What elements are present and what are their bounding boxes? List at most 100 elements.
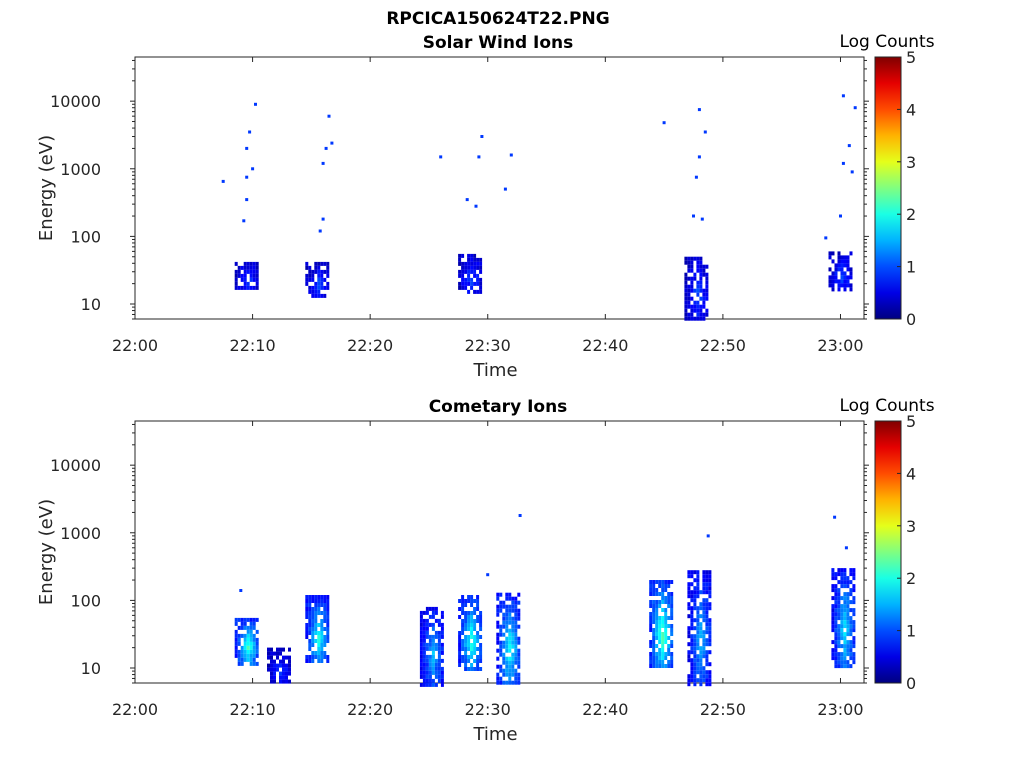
panel-2-cell (270, 647, 273, 652)
panel-1-cell (479, 281, 483, 286)
panel-1-cell (243, 269, 247, 274)
panel-2-cell (458, 607, 462, 611)
panel-2-cell (852, 568, 856, 573)
panel-2-cell (652, 648, 656, 652)
panel-2-cell (458, 599, 462, 603)
panel-2-cell (690, 662, 694, 667)
panel-2-cell (652, 656, 656, 660)
panel-1-cell (687, 268, 691, 273)
panel-2-cell (508, 604, 512, 609)
panel-1-cell (687, 284, 691, 289)
panel-2-cell (514, 616, 518, 621)
panel-1-cell (696, 308, 700, 313)
panel-1-cell (843, 275, 847, 280)
panel-1-cell (690, 296, 694, 301)
panel-2-cell (505, 660, 509, 665)
panel-1-cell (252, 269, 256, 274)
panel-2-cell (464, 639, 468, 643)
panel-2-cell (696, 578, 700, 583)
panel-1-cell (320, 293, 324, 298)
panel-2-colorbar-tick-label: 1 (906, 622, 916, 641)
panel-2-cell (237, 637, 241, 642)
panel-2-cell (502, 632, 506, 637)
panel-2-cell (434, 642, 438, 647)
panel-2-cell (461, 659, 465, 663)
panel-2-cell (434, 674, 438, 679)
panel-2-cell (237, 617, 241, 622)
panel-2-cell (834, 608, 838, 613)
panel-2-cell (840, 572, 844, 577)
figure-title: RPCICA150624T22.PNG (386, 9, 609, 29)
panel-2-cell (649, 664, 653, 668)
panel-1-cell (699, 284, 703, 289)
panel-2-cell (508, 664, 512, 669)
panel-2-cell (431, 650, 435, 655)
panel-2-cell (434, 670, 438, 675)
panel-1-cell (458, 257, 462, 262)
panel-1-cell (837, 255, 841, 260)
panel-2-cell (834, 640, 838, 645)
panel-2-cell (437, 654, 441, 659)
panel-2-cell (837, 604, 841, 609)
panel-1-x-tick-label: 22:40 (582, 336, 628, 355)
panel-2-cell (314, 607, 318, 611)
panel-2-cell (696, 606, 700, 611)
panel-2-cell (658, 632, 662, 636)
panel-1-cell (696, 256, 700, 261)
panel-2-cell (246, 641, 250, 646)
panel-2-cell (696, 618, 700, 623)
panel-2-cell (655, 592, 659, 596)
panel-2-cell (505, 644, 509, 649)
panel-2-cell (314, 619, 318, 623)
panel-1-cell (705, 296, 709, 301)
panel-2-cell (476, 659, 480, 663)
panel-2-cell (249, 629, 253, 634)
panel-1-cell (702, 300, 706, 305)
panel-1-point (509, 153, 513, 157)
panel-1-cell (467, 289, 471, 294)
panel-2-cell (473, 635, 477, 639)
panel-1-cell (467, 257, 471, 262)
panel-1-cell (834, 263, 838, 268)
panel-2-cell (434, 658, 438, 663)
panel-1-cell (320, 281, 324, 286)
panel-1-cell (696, 288, 700, 293)
panel-2-cell (502, 644, 506, 649)
panel-2-cell (658, 652, 662, 656)
panel-2-cell (670, 656, 674, 660)
panel-2-cell (273, 675, 276, 680)
panel-2-cell (476, 619, 480, 623)
panel-1-cell (684, 292, 688, 297)
panel-2-cell (308, 639, 312, 643)
panel-1: Solar Wind Ions 22:00 22:10 22:20 22:30 22:40… (36, 32, 935, 381)
panel-2-cell (255, 637, 259, 642)
panel-2-cell (705, 582, 709, 587)
panel-2-cell (690, 658, 694, 663)
panel-1-cell (687, 288, 691, 293)
panel-1-cell (246, 285, 250, 290)
panel-2-cell (840, 656, 844, 661)
panel-2-cell (422, 658, 426, 663)
panel-2-cell (661, 640, 665, 644)
panel-1-cell (476, 277, 480, 282)
panel-2-cell (514, 604, 518, 609)
panel-1-cell (234, 269, 238, 274)
panel-2-cell (661, 652, 665, 656)
panel-2-x-axis-label: Time (472, 724, 517, 745)
panel-1-colorbar-tick-label: 0 (906, 310, 916, 329)
panel-2-cell (514, 600, 518, 605)
panel-2-cell (843, 664, 847, 669)
panel-1-cell (326, 285, 330, 290)
panel-2-cell (428, 666, 432, 671)
panel-1-cell (320, 277, 324, 282)
panel-1-point (839, 214, 842, 218)
panel-1-cell (479, 277, 483, 282)
panel-1-cell (699, 304, 703, 309)
panel-2-cell (326, 655, 330, 659)
panel-2-cell (428, 634, 432, 639)
panel-2-cell (849, 608, 853, 613)
panel-2-cell (693, 642, 697, 647)
panel-2-point (239, 589, 243, 592)
panel-1-cell (479, 269, 483, 274)
panel-2-cell (458, 631, 462, 635)
